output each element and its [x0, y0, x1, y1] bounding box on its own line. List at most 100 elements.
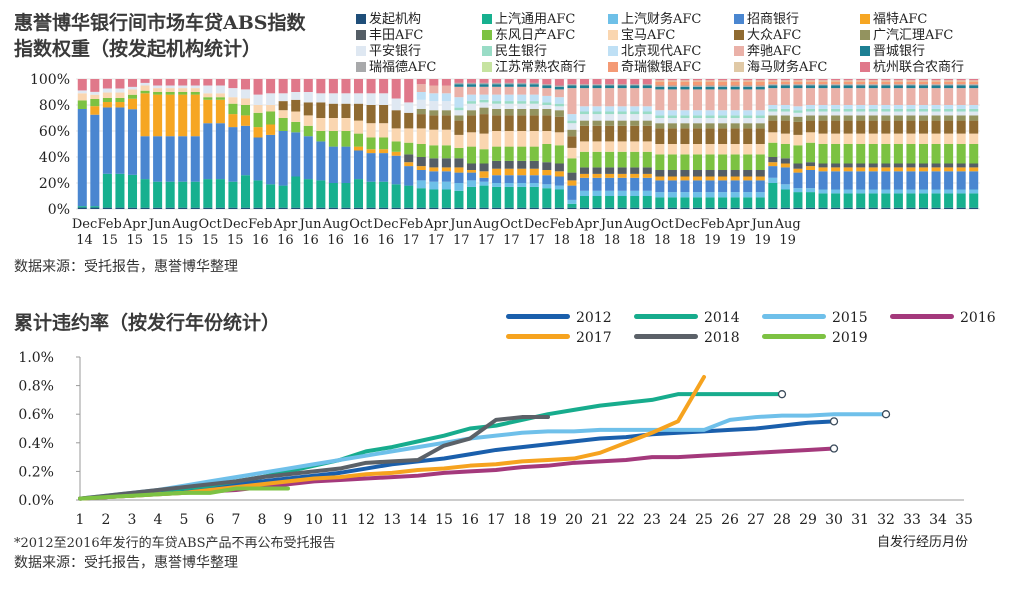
bar-segment — [341, 183, 351, 208]
bar-segment — [805, 207, 816, 209]
bar-segment — [592, 151, 602, 168]
x-tick-month: Feb — [248, 217, 272, 232]
bar-segment — [517, 101, 527, 104]
bar-segment — [228, 88, 238, 98]
bar-segment — [278, 131, 288, 186]
x-tick-year: 17 — [503, 233, 520, 248]
bar-segment — [843, 108, 853, 112]
bar-segment — [780, 108, 790, 112]
bar-segment — [868, 163, 878, 168]
bar-segment — [918, 171, 929, 190]
bar-segment — [517, 186, 527, 208]
bar-segment — [404, 112, 414, 129]
legend-item: 2019 — [762, 330, 868, 346]
bar-segment — [316, 207, 326, 209]
bar-segment — [667, 144, 677, 155]
bar-segment — [291, 111, 301, 122]
bar-segment — [906, 120, 916, 134]
bar-segment — [881, 207, 891, 209]
bar-segment — [504, 183, 514, 187]
bar-segment — [667, 86, 677, 90]
bar-segment — [831, 120, 841, 134]
legend-line-swatch — [506, 314, 570, 319]
bar-segment — [542, 184, 552, 189]
bar-segment — [893, 171, 903, 190]
bar-segment — [856, 88, 866, 105]
bar-segment — [969, 167, 979, 172]
bar-segment — [567, 79, 577, 85]
bar-segment — [893, 189, 903, 194]
bar-segment — [655, 80, 665, 82]
bar-segment — [203, 85, 213, 94]
bar-segment — [768, 80, 778, 82]
bar-segment — [127, 89, 138, 95]
bar-segment — [579, 177, 590, 191]
bar-segment — [705, 81, 715, 86]
bar-segment — [554, 176, 564, 186]
bar-segment — [969, 84, 979, 86]
legend-label: 招商银行 — [747, 12, 800, 27]
bar-segment — [441, 145, 451, 159]
bar-segment — [893, 85, 903, 89]
x-tick-year: 19 — [779, 233, 796, 248]
legend-item: 瑞福德AFC — [356, 56, 436, 75]
bar-segment — [77, 90, 87, 94]
bar-segment — [504, 101, 514, 104]
bar-segment — [743, 118, 753, 124]
x-tick-year: 17 — [453, 233, 470, 248]
bar-segment — [605, 88, 615, 107]
bar-segment — [466, 82, 477, 85]
legend-label: 发起机构 — [369, 12, 422, 27]
bar-segment — [680, 180, 690, 193]
bar-segment — [567, 147, 577, 159]
bar-segment — [944, 111, 954, 116]
bar-segment — [956, 111, 966, 116]
bar-segment — [969, 144, 979, 164]
bar-segment — [969, 120, 979, 134]
y-tick-label: 0.0% — [18, 493, 54, 509]
bar-segment — [605, 120, 615, 126]
bar-segment — [743, 123, 753, 129]
bar-segment — [567, 84, 577, 86]
bar-segment — [667, 110, 677, 116]
bar-segment — [944, 207, 954, 209]
bar-segment — [743, 80, 753, 82]
bar-segment — [944, 133, 954, 144]
bar-segment — [944, 144, 954, 164]
bar-segment — [881, 105, 891, 109]
bar-segment — [316, 131, 326, 142]
bar-segment — [429, 145, 439, 159]
bar-segment — [165, 79, 175, 86]
bar-segment — [768, 88, 778, 105]
bar-segment — [768, 120, 778, 133]
bar-segment — [517, 160, 527, 169]
bar-segment — [454, 86, 464, 98]
bar-segment — [278, 93, 288, 102]
bar-segment — [793, 207, 803, 209]
bar-segment — [542, 207, 552, 209]
bar-segment — [353, 103, 364, 121]
bar-segment — [379, 123, 389, 138]
bar-segment — [831, 193, 841, 208]
bar-segment — [441, 158, 451, 168]
bar-segment — [165, 181, 175, 208]
bar-segment — [655, 86, 665, 90]
bar-segment — [805, 85, 816, 89]
legend-item: 2017 — [506, 330, 612, 346]
legend-swatch — [734, 62, 744, 72]
bar-segment — [893, 80, 903, 82]
bar-segment — [127, 94, 138, 99]
bar-segment — [479, 99, 489, 103]
bar-segment — [391, 184, 401, 208]
bar-segment — [667, 81, 677, 86]
x-tick-year: 17 — [403, 233, 420, 248]
bar-segment — [780, 115, 790, 121]
bar-segment — [178, 207, 188, 209]
bar-segment — [479, 107, 489, 115]
bar-segment — [353, 133, 364, 147]
bar-segment — [768, 79, 778, 81]
bar-segment — [667, 79, 677, 81]
bar-segment — [391, 141, 401, 152]
bar-segment — [429, 129, 439, 146]
bar-segment — [755, 118, 765, 124]
